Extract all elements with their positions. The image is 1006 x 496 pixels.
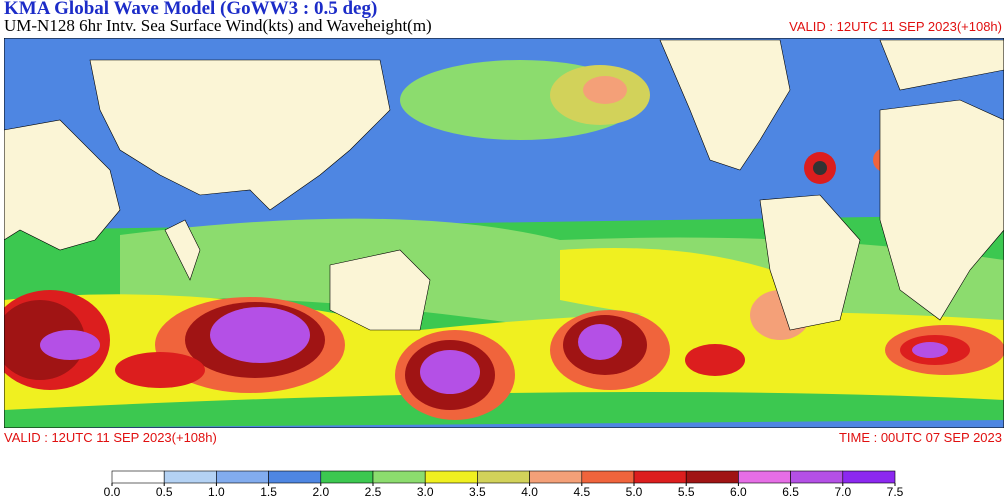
color-swatch: [163, 470, 217, 484]
tick-label: 3.0: [417, 485, 434, 496]
valid-top: VALID : 12UTC 11 SEP 2023(+108h): [789, 19, 1002, 34]
subtitle: UM-N128 6hr Intv. Sea Surface Wind(kts) …: [4, 16, 432, 35]
color-swatch: [372, 470, 426, 484]
color-swatch: [790, 470, 844, 484]
tick-label: 7.0: [834, 485, 851, 496]
tick-label: 2.0: [312, 485, 329, 496]
tick-label: 6.5: [782, 485, 799, 496]
color-swatch: [581, 470, 635, 484]
tick-label: 7.5: [887, 485, 904, 496]
tick-label: 0.5: [156, 485, 173, 496]
tick-label: 1.0: [208, 485, 225, 496]
tick-label: 5.5: [678, 485, 695, 496]
tick-label: 4.0: [521, 485, 538, 496]
color-swatch: [268, 470, 322, 484]
tick-label: 1.5: [260, 485, 277, 496]
color-swatch: [424, 470, 478, 484]
tick-label: 0.0: [104, 485, 121, 496]
color-swatch: [633, 470, 687, 484]
tick-label: 3.5: [469, 485, 486, 496]
run-time: TIME : 00UTC 07 SEP 2023: [839, 430, 1002, 445]
tick-label: 2.5: [365, 485, 382, 496]
color-swatch: [685, 470, 739, 484]
color-swatch: [842, 470, 896, 484]
tick-label: 4.5: [573, 485, 590, 496]
color-swatch: [529, 470, 583, 484]
color-swatch: [216, 470, 269, 484]
tick-label: 5.0: [626, 485, 643, 496]
color-swatch: [738, 470, 791, 484]
map: [4, 38, 1004, 428]
color-swatch: [320, 470, 374, 484]
color-swatch: [111, 470, 165, 484]
colorbar: 0.0 0.5 1.0 1.5 2.0 2.5 3.0 3.5 4.0 4.5 5.0 5.5 6.0 6…: [104, 470, 904, 496]
tick-label: 6.0: [730, 485, 747, 496]
valid-bottom: VALID : 12UTC 11 SEP 2023(+108h): [4, 430, 217, 445]
title: KMA Global Wave Model (GoWW3 : 0.5 deg): [4, 0, 377, 19]
color-swatch: [477, 470, 530, 484]
